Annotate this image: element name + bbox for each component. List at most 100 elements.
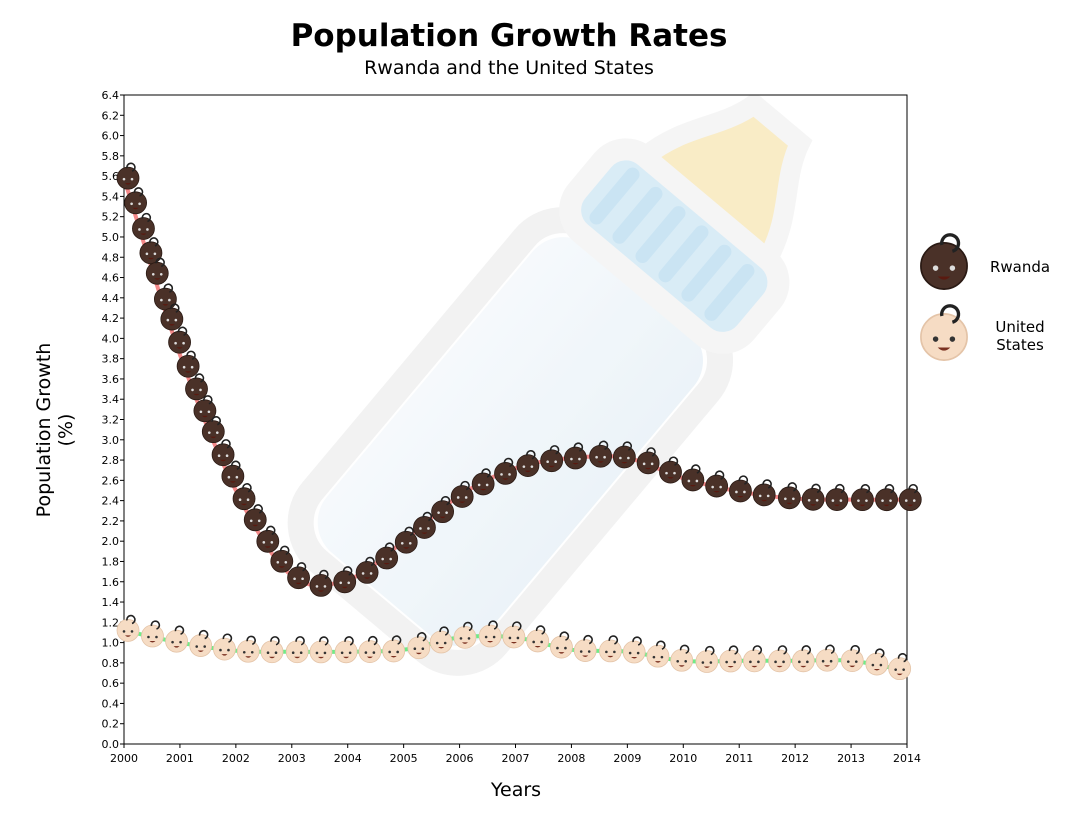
x-tick-label: 2004 [334,752,362,765]
dark-skin-baby-icon [375,542,399,570]
dark-skin-baby-icon [752,479,776,507]
dark-skin-baby-icon [124,187,148,215]
light-skin-baby-icon [768,645,791,673]
dark-skin-baby-icon [825,483,849,511]
light-skin-baby-icon [165,625,188,653]
light-skin-baby-icon [309,636,333,664]
y-tick-label: 0.0 [102,738,120,751]
chart-subtitle: Rwanda and the United States [364,57,654,79]
y-tick-label: 6.0 [102,130,120,143]
y-tick-label: 2.2 [102,515,120,528]
x-tick-label: 2010 [669,752,697,765]
dark-skin-baby-icon [920,233,968,290]
light-skin-baby-icon [719,645,743,673]
y-tick-label: 4.0 [102,332,120,345]
dark-skin-baby-icon [333,566,357,594]
y-tick-label: 6.2 [102,109,120,122]
x-tick-label: 2005 [390,752,418,765]
y-tick-label: 5.0 [102,231,120,244]
light-skin-baby-icon [622,636,646,664]
x-tick-label: 2013 [837,752,865,765]
dark-skin-baby-icon [777,482,801,510]
light-skin-baby-icon [478,620,502,648]
light-skin-baby-icon [573,634,597,662]
dark-skin-baby-icon [564,442,587,470]
light-skin-baby-icon [920,304,968,361]
y-tick-label: 1.4 [102,596,120,609]
y-tick-label: 5.8 [102,150,120,163]
light-skin-baby-icon [840,645,864,673]
y-tick-label: 5.4 [102,190,120,203]
x-tick-label: 2000 [110,752,138,765]
dark-skin-baby-icon [221,460,245,488]
light-skin-baby-icon [791,645,815,673]
light-skin-baby-icon [550,631,573,659]
light-skin-baby-icon [865,648,889,676]
dark-skin-baby-icon [516,450,540,478]
light-skin-baby-icon [670,644,694,672]
y-tick-label: 1.2 [102,616,120,629]
dark-skin-baby-icon [589,440,612,468]
light-skin-baby-icon [116,614,140,642]
y-tick-label: 2.4 [102,495,120,508]
dark-skin-baby-icon [450,480,474,508]
dark-skin-baby-icon [413,511,436,539]
dark-skin-baby-icon [729,475,752,503]
light-skin-baby-icon [382,635,406,663]
light-skin-baby-icon [236,635,260,663]
legend-label-united-states: United States [995,318,1045,354]
light-skin-baby-icon [334,636,358,664]
dark-skin-baby-icon [431,496,454,524]
light-skin-baby-icon [358,635,382,663]
y-tick-label: 0.6 [102,677,120,690]
dark-skin-baby-icon [201,416,225,444]
light-skin-baby-icon [429,626,453,654]
y-tick-label: 1.8 [102,555,120,568]
baby-bottle-icon [287,95,813,676]
dark-skin-baby-icon [270,545,294,573]
light-skin-baby-icon [213,633,236,661]
y-tick-label: 5.2 [102,211,120,224]
y-tick-label: 0.4 [102,697,120,710]
dark-skin-baby-icon [160,303,184,331]
dark-skin-baby-icon [875,484,898,512]
dark-skin-baby-icon [243,504,267,532]
x-tick-label: 2012 [781,752,809,765]
x-tick-label: 2006 [446,752,474,765]
y-tick-label: 3.4 [102,393,120,406]
x-tick-label: 2003 [278,752,306,765]
x-tick-label: 2007 [502,752,530,765]
light-skin-baby-icon [285,636,309,664]
dark-skin-baby-icon [256,525,280,553]
dark-skin-baby-icon [612,441,636,469]
dark-skin-baby-icon [659,456,682,484]
dark-skin-baby-icon [801,483,825,511]
light-skin-baby-icon [695,645,719,673]
light-skin-baby-icon [407,632,431,660]
dark-skin-baby-icon [471,468,495,496]
y-tick-label: 4.4 [102,292,120,305]
y-tick-label: 0.2 [102,718,120,731]
light-skin-baby-icon [815,644,839,672]
dark-skin-baby-icon [540,445,564,473]
x-axis-label: Years [490,779,542,801]
dark-skin-baby-icon [355,556,379,584]
y-tick-label: 3.2 [102,414,120,427]
x-tick-label: 2002 [222,752,250,765]
legend-label-rwanda: Rwanda [989,258,1051,276]
dark-skin-baby-icon [287,562,310,590]
x-tick-label: 2001 [166,752,194,765]
y-tick-label: 2.0 [102,535,120,548]
dark-skin-baby-icon [898,484,922,512]
y-tick-label: 4.6 [102,272,120,285]
y-tick-label: 1.6 [102,576,120,589]
x-tick-label: 2009 [613,752,641,765]
light-skin-baby-icon [453,621,477,649]
dark-skin-baby-icon [309,569,333,597]
dark-skin-baby-icon [636,447,660,475]
dark-skin-baby-icon [681,464,705,492]
y-tick-label: 3.0 [102,434,120,447]
y-tick-label: 2.8 [102,454,120,467]
y-tick-label: 6.4 [102,89,120,102]
